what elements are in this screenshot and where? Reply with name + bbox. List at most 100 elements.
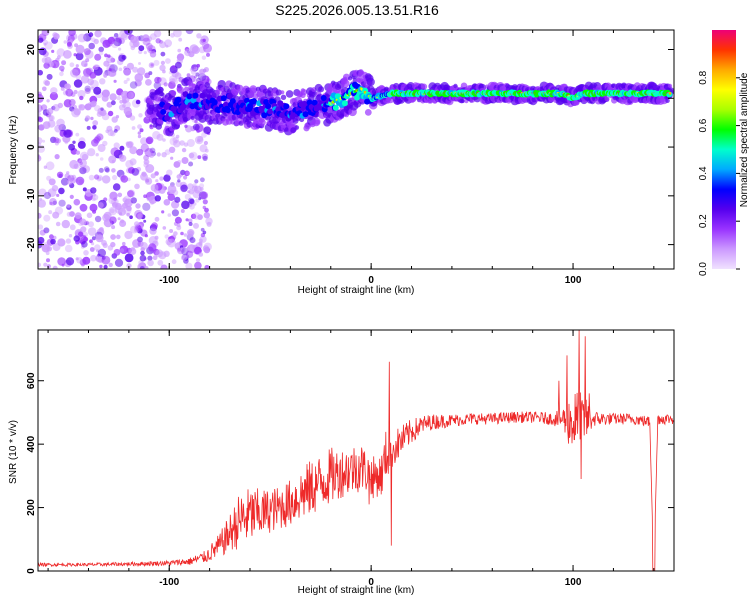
spectrogram-noise-point — [129, 215, 133, 219]
spectrogram-noise-point — [110, 234, 116, 240]
spectrogram-noise-point — [135, 203, 141, 209]
spectrogram-noise-point — [100, 107, 104, 111]
spectrogram-noise-point — [129, 81, 138, 89]
spectrogram-noise-point — [99, 157, 104, 161]
spectrogram-noise-point — [52, 104, 60, 112]
spectrogram-noise-point — [164, 234, 169, 239]
spectrogram-noise-point — [130, 225, 138, 234]
spectrogram-noise-point — [188, 222, 193, 226]
spectrogram-noise-point — [91, 197, 96, 202]
spectrogram-noise-point — [79, 161, 83, 165]
spectrogram-noise-point — [48, 178, 56, 186]
spectrogram-noise-point — [202, 199, 208, 205]
spectrogram-core-point — [224, 107, 231, 114]
spectrogram-noise-point — [132, 66, 139, 73]
spectrogram-noise-point — [49, 201, 53, 206]
spectrogram-halo-point — [176, 86, 185, 94]
spectrogram-halo-point — [453, 83, 458, 89]
spectrogram-noise-point — [64, 173, 70, 179]
spectrogram-peak-point — [668, 92, 672, 95]
spectrogram-noise-point — [56, 193, 60, 197]
spectrogram-noise-point — [203, 126, 212, 135]
spectrogram-noise-point — [197, 155, 202, 160]
spectrogram-noise-point — [143, 116, 151, 124]
spectrogram-noise-point — [38, 262, 42, 268]
spectrogram-noise-point — [190, 213, 197, 219]
spectrogram-noise-point — [196, 63, 200, 68]
spectrogram-noise-point — [70, 100, 75, 106]
spectrogram-noise-point — [143, 51, 147, 55]
spectrogram-xtick-label: -100 — [159, 275, 179, 286]
spectrogram-noise-point — [160, 60, 165, 65]
spectrogram-core-point — [306, 99, 313, 106]
spectrogram-noise-point — [69, 159, 79, 169]
spectrogram-noise-point — [79, 167, 87, 175]
spectrogram-halo-point — [280, 94, 287, 101]
spectrogram-noise-point — [131, 168, 140, 176]
spectrogram-noise-point — [169, 229, 174, 233]
spectrogram-noise-point — [162, 138, 166, 142]
spectrogram-noise-point — [130, 197, 137, 204]
spectrogram-noise-point — [181, 147, 187, 153]
spectrogram-noise-point — [63, 129, 72, 138]
spectrogram-noise-point — [110, 241, 116, 248]
spectrogram-noise-point — [168, 81, 176, 89]
colorbar-tick-label: 0.0 — [698, 262, 709, 276]
spectrogram-noise-point — [188, 189, 194, 195]
spectrogram-core-point — [186, 93, 193, 100]
spectrogram-noise-point — [132, 239, 141, 248]
spectrogram-noise-point — [101, 112, 110, 121]
spectrogram-noise-point — [102, 140, 108, 147]
spectrogram-noise-point — [136, 166, 142, 172]
spectrogram-noise-point — [129, 146, 138, 155]
spectrogram-noise-point — [170, 32, 175, 38]
spectrogram-noise-point — [38, 69, 43, 76]
spectrogram-noise-point — [38, 37, 44, 43]
spectrogram-noise-point — [177, 48, 181, 53]
spectrogram-xtick-label: 100 — [565, 275, 582, 286]
spectrogram-xtick-label: 0 — [368, 275, 374, 286]
spectrogram-halo-point — [318, 86, 325, 93]
spectrogram-noise-point — [195, 72, 200, 77]
spectrogram-halo-point — [294, 125, 300, 130]
spectrogram-noise-point — [87, 148, 96, 157]
spectrogram-noise-point — [202, 38, 206, 42]
spectrogram-noise-point — [59, 71, 64, 77]
spectrogram-noise-point — [163, 82, 168, 87]
spectrogram-halo-point — [249, 87, 257, 95]
spectrogram-noise-point — [57, 238, 66, 247]
spectrogram-noise-point — [73, 198, 81, 206]
spectrogram-noise-point — [46, 258, 50, 263]
spectrogram-noise-point — [108, 68, 112, 72]
snr-ytick-label: 400 — [26, 435, 37, 452]
spectrogram-noise-point — [120, 219, 125, 224]
spectrogram-noise-point — [156, 133, 164, 141]
spectrogram-noise-point — [94, 244, 101, 251]
spectrogram-noise-point — [78, 165, 87, 174]
spectrogram-noise-point — [181, 200, 190, 210]
spectrogram-core-point — [160, 108, 167, 115]
spectrogram-noise-point — [60, 86, 65, 91]
spectrogram-noise-point — [91, 139, 99, 147]
spectrogram-noise-point — [83, 250, 89, 256]
spectrogram-noise-point — [143, 154, 150, 161]
spectrogram-noise-point — [188, 152, 195, 159]
spectrogram-noise-point — [134, 221, 140, 227]
spectrogram-noise-point — [107, 129, 115, 137]
spectrogram-noise-point — [115, 36, 122, 43]
spectrogram-noise-point — [145, 136, 154, 145]
spectrogram-noise-point — [86, 212, 93, 219]
spectrogram-noise-point — [50, 238, 56, 245]
spectrogram-noise-point — [66, 204, 71, 208]
spectrogram-noise-point — [184, 124, 188, 128]
spectrogram-noise-point — [82, 187, 87, 192]
spectrogram-noise-point — [90, 254, 97, 262]
spectrogram-noise-point — [140, 266, 145, 269]
spectrogram-noise-point — [130, 45, 136, 51]
spectrogram-noise-point — [55, 221, 61, 227]
spectrogram-noise-point — [68, 234, 73, 238]
spectrogram-noise-point — [111, 116, 118, 123]
spectrogram-noise-point — [97, 144, 106, 152]
spectrogram-noise-point — [87, 227, 97, 236]
spectrogram-noise-point — [194, 261, 202, 269]
